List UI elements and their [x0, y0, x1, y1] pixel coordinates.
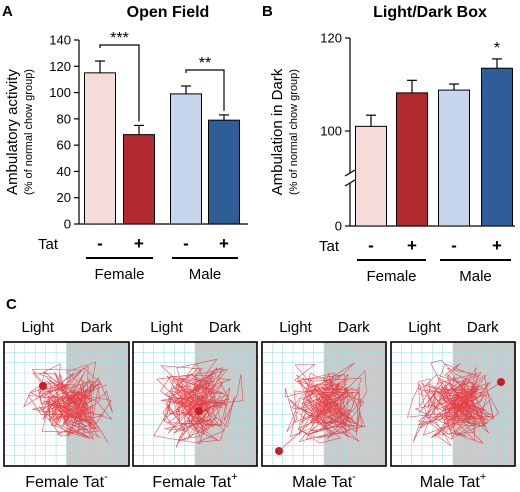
bar — [355, 125, 387, 227]
track-caption-text: Male Tat — [420, 474, 481, 491]
group-label-female: Female — [366, 268, 416, 285]
movement-track — [278, 362, 367, 452]
chart-b-title: Light/Dark Box — [373, 4, 487, 21]
light-zone-label: Light — [150, 319, 183, 336]
axis-break-mark — [344, 169, 356, 177]
track-caption-text: Female Tat — [152, 474, 231, 491]
dark-zone-label: Dark — [209, 319, 241, 336]
start-point-marker — [39, 382, 47, 390]
bar — [123, 134, 155, 225]
movement-track — [407, 359, 502, 447]
y-tick-label: 0 — [64, 217, 71, 232]
arena-border — [3, 341, 130, 467]
y-tick-label: 0 — [335, 219, 342, 234]
significance-label: * — [494, 40, 500, 57]
track-caption-superscript: - — [352, 471, 356, 483]
axis-break-mark — [344, 179, 356, 187]
y-tick-label: 140 — [49, 33, 71, 48]
significance-bracket — [185, 69, 225, 111]
start-point-marker — [195, 407, 203, 415]
movement-track — [23, 361, 113, 444]
y-axis-sublabel: (% of normal chow group) — [23, 69, 35, 195]
y-axis-label: Ambulation in Dark — [269, 68, 286, 195]
arena-border — [390, 341, 516, 467]
track-caption: Female Tat+ — [152, 471, 237, 491]
bar — [396, 92, 428, 227]
track-caption: Male Tat+ — [420, 471, 487, 491]
bar — [481, 67, 513, 227]
y-tick-label: 20 — [57, 190, 71, 205]
y-tick-label: 100 — [49, 85, 71, 100]
tat-level: - — [183, 234, 189, 253]
tat-level: + — [492, 236, 502, 255]
group-label-male: Male — [189, 266, 222, 283]
panel-letter-c: C — [6, 296, 17, 313]
movement-track — [153, 358, 244, 448]
y-tick-label: 40 — [57, 164, 71, 179]
tat-row-label: Tat — [319, 238, 340, 255]
light-zone-label: Light — [408, 319, 441, 336]
start-point-marker — [275, 447, 283, 455]
y-tick-label: 60 — [57, 138, 71, 153]
bar — [438, 89, 470, 227]
track-caption: Male Tat- — [292, 471, 356, 491]
tat-level: + — [407, 236, 417, 255]
group-label-female: Female — [94, 266, 144, 283]
track-caption: Female Tat- — [25, 471, 108, 491]
light-zone-label: Light — [279, 319, 312, 336]
track-caption-superscript: + — [480, 471, 486, 483]
y-axis-sublabel: (% of normal chow group) — [288, 69, 300, 195]
arena-border — [261, 341, 387, 467]
arena-border — [132, 341, 258, 467]
track-caption-text: Male Tat — [292, 474, 353, 491]
chart-light-dark-box: Ambulation in Dark (% of normal chow grou… — [269, 31, 515, 285]
tat-level: + — [219, 234, 229, 253]
tat-level: - — [451, 236, 457, 255]
chart-open-field: Ambulatory activity (% of normal chow gro… — [4, 30, 248, 283]
track-caption-superscript: - — [104, 471, 108, 483]
bar — [170, 93, 202, 225]
track-caption-superscript: + — [231, 471, 237, 483]
track-caption-text: Female Tat — [25, 474, 104, 491]
tat-level: - — [97, 234, 103, 253]
start-point-marker — [497, 378, 505, 386]
dark-zone-label: Dark — [338, 319, 370, 336]
group-label-male: Male — [459, 268, 492, 285]
y-axis-label: Ambulatory activity — [4, 69, 21, 195]
tat-level: - — [368, 236, 374, 255]
y-tick-label: 120 — [320, 31, 342, 46]
significance-bracket — [99, 44, 140, 122]
significance-label: *** — [110, 30, 129, 47]
bar — [84, 72, 116, 225]
chart-a-title: Open Field — [127, 4, 210, 21]
panel-letter-a: A — [2, 3, 13, 20]
tat-row-label: Tat — [38, 236, 59, 253]
significance-label: ** — [199, 55, 211, 72]
y-tick-label: 80 — [57, 111, 71, 126]
dark-zone-label: Dark — [81, 319, 113, 336]
bar — [208, 119, 240, 225]
dark-zone-label: Dark — [467, 319, 499, 336]
y-tick-label: 100 — [320, 124, 342, 139]
panel-letter-b: B — [262, 3, 273, 20]
y-tick-label: 120 — [49, 59, 71, 74]
light-zone-label: Light — [21, 319, 54, 336]
tat-level: + — [134, 234, 144, 253]
